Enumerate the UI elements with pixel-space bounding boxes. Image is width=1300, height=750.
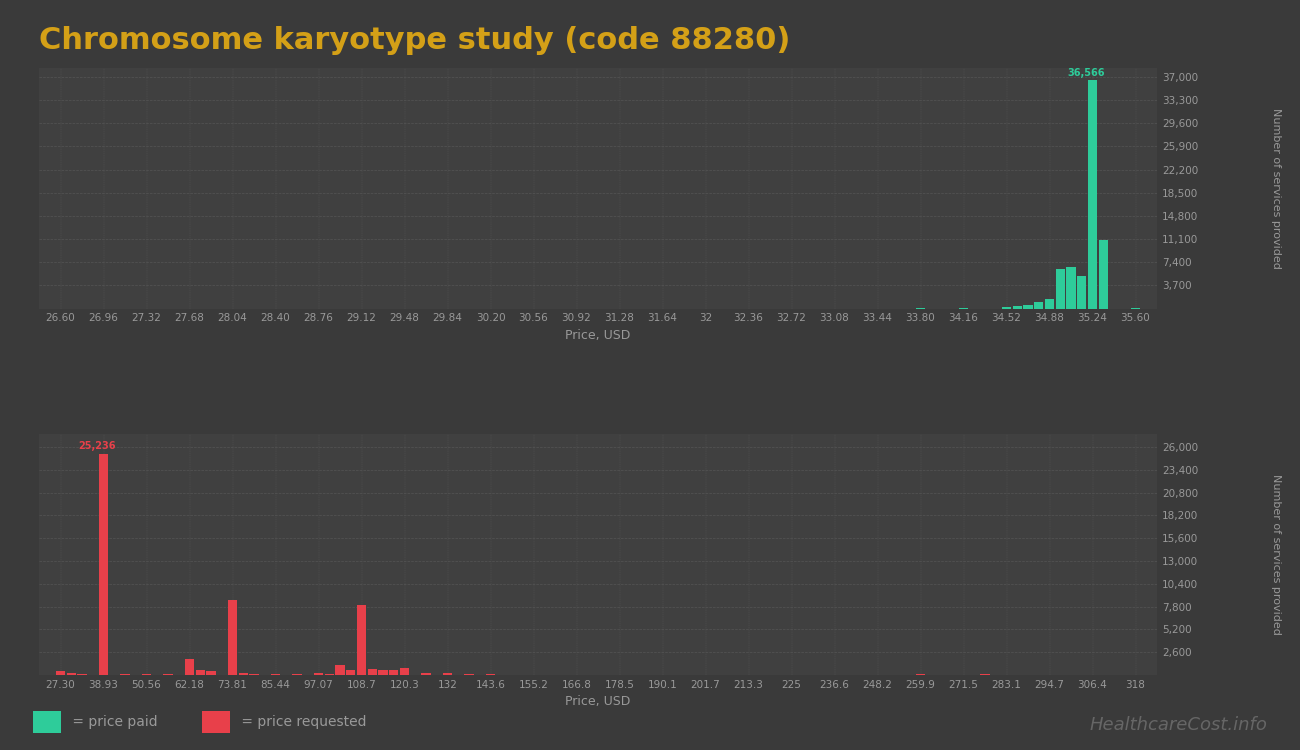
- X-axis label: Price, USD: Price, USD: [566, 329, 630, 342]
- Bar: [238, 674, 248, 675]
- Bar: [389, 670, 399, 675]
- Bar: [1088, 80, 1097, 308]
- Bar: [207, 671, 216, 675]
- Bar: [325, 674, 334, 675]
- Text: = price requested: = price requested: [237, 715, 367, 729]
- Bar: [164, 674, 173, 675]
- Bar: [368, 669, 377, 675]
- Bar: [346, 670, 355, 675]
- Bar: [250, 674, 259, 675]
- Bar: [1023, 304, 1032, 308]
- X-axis label: Price, USD: Price, USD: [566, 695, 630, 709]
- Bar: [66, 674, 75, 675]
- Bar: [378, 670, 387, 675]
- Bar: [99, 454, 108, 675]
- Bar: [980, 674, 989, 675]
- Text: 25,236: 25,236: [78, 441, 116, 452]
- Bar: [1056, 269, 1065, 308]
- Text: = price paid: = price paid: [68, 715, 157, 729]
- Bar: [400, 668, 410, 675]
- Bar: [121, 674, 130, 675]
- Y-axis label: Number of services provided: Number of services provided: [1271, 107, 1282, 268]
- Bar: [356, 604, 367, 675]
- Y-axis label: Number of services provided: Number of services provided: [1271, 474, 1282, 635]
- Text: HealthcareCost.info: HealthcareCost.info: [1089, 716, 1268, 734]
- Bar: [195, 670, 205, 675]
- Bar: [335, 665, 345, 675]
- Bar: [1098, 240, 1108, 308]
- Bar: [185, 659, 194, 675]
- Bar: [270, 674, 281, 675]
- Text: Chromosome karyotype study (code 88280): Chromosome karyotype study (code 88280): [39, 26, 790, 56]
- Bar: [1066, 267, 1075, 308]
- Bar: [1045, 298, 1054, 308]
- Bar: [443, 674, 452, 675]
- Bar: [1034, 302, 1044, 308]
- Bar: [1076, 276, 1087, 308]
- FancyBboxPatch shape: [32, 711, 61, 733]
- Bar: [421, 674, 430, 675]
- Bar: [1013, 306, 1022, 308]
- Bar: [915, 674, 926, 675]
- Bar: [77, 674, 87, 675]
- Text: 36,566: 36,566: [1067, 68, 1105, 78]
- Bar: [313, 674, 324, 675]
- FancyBboxPatch shape: [202, 711, 230, 733]
- Bar: [227, 601, 237, 675]
- Bar: [486, 674, 495, 675]
- Bar: [56, 670, 65, 675]
- Bar: [464, 674, 473, 675]
